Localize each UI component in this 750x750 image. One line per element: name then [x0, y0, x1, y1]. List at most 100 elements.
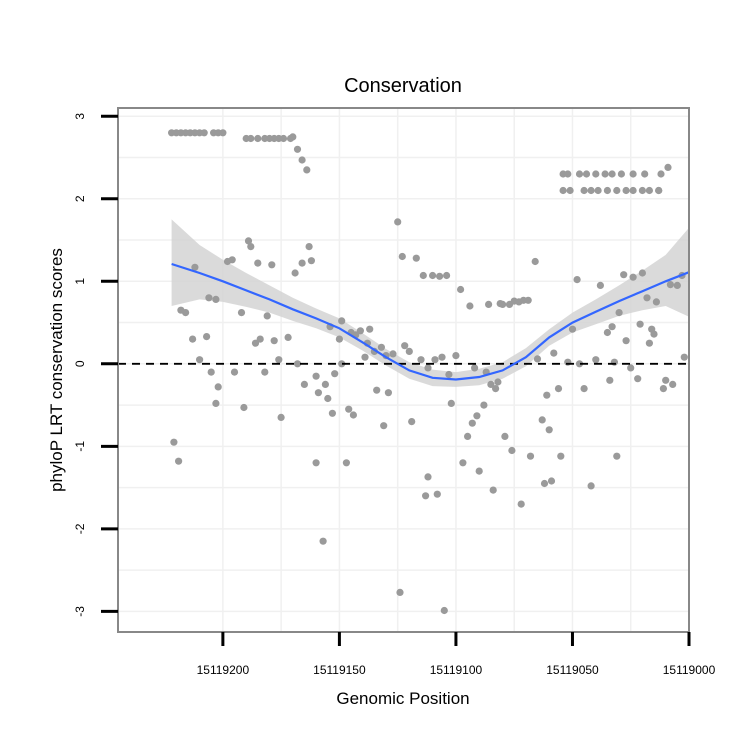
data-point [419, 271, 427, 280]
data-point [554, 385, 563, 393]
data-point [356, 327, 364, 335]
data-point [559, 186, 567, 195]
data-point [228, 256, 236, 264]
data-point [263, 312, 271, 320]
data-point [261, 368, 269, 376]
y-tick-label: 2 [73, 195, 87, 202]
x-tick-label: 15119200 [197, 663, 250, 677]
data-point [422, 492, 430, 500]
data-point [471, 364, 479, 372]
y-axis-label: phyloP LRT conservation scores [47, 248, 66, 492]
data-point [587, 482, 595, 490]
chart-title: Conservation [344, 75, 462, 97]
data-point [338, 360, 346, 368]
data-point [580, 186, 588, 195]
data-point [669, 380, 677, 388]
x-tick-label: 15119000 [663, 663, 716, 677]
data-point [433, 490, 441, 498]
data-point [175, 457, 183, 465]
data-point [629, 170, 637, 178]
y-axis: 3 2 1 0 -1 -2 -3 [73, 113, 118, 617]
scatter-points [168, 129, 688, 615]
data-point [485, 300, 493, 308]
data-point [547, 477, 556, 485]
x-tick-label: 15119150 [313, 663, 366, 677]
data-point [342, 459, 350, 467]
data-point [622, 186, 630, 195]
data-point [566, 186, 574, 195]
data-point [319, 537, 327, 545]
data-point [594, 186, 602, 195]
data-point [613, 186, 621, 195]
data-point [543, 391, 551, 399]
data-point [429, 271, 437, 280]
data-point [492, 385, 500, 393]
data-point [659, 385, 668, 393]
data-point [389, 350, 397, 358]
data-point [189, 335, 197, 343]
data-point [662, 376, 670, 384]
data-point [468, 419, 476, 427]
data-point [608, 170, 616, 178]
data-point [398, 252, 406, 261]
data-point [531, 257, 539, 266]
data-point [526, 452, 535, 460]
data-point [247, 134, 255, 143]
data-point [487, 380, 495, 388]
x-tick-label: 15119100 [430, 663, 483, 677]
data-point [680, 353, 688, 361]
data-point [473, 412, 481, 420]
data-point [445, 370, 453, 379]
data-point [641, 170, 649, 178]
data-point [305, 243, 313, 251]
x-axis: 15119200 15119150 15119100 15119050 15119000 [197, 632, 716, 677]
data-point [629, 186, 637, 195]
data-point [557, 452, 565, 460]
data-point [582, 170, 591, 178]
data-point [603, 186, 612, 195]
data-point [254, 259, 262, 267]
data-point [475, 467, 483, 475]
data-point [401, 342, 409, 350]
y-tick-label: 1 [73, 278, 87, 285]
data-point [349, 411, 357, 419]
data-point [564, 170, 572, 178]
data-point [394, 218, 402, 226]
data-point [405, 347, 413, 355]
data-point [331, 370, 339, 378]
data-point [606, 376, 614, 384]
data-point [540, 479, 549, 488]
data-point [384, 389, 392, 397]
data-point [627, 364, 635, 372]
data-point [501, 432, 509, 440]
data-point [177, 306, 185, 314]
data-point [300, 380, 308, 388]
data-point [212, 399, 220, 407]
smooth-line-layer [171, 262, 690, 381]
data-point [244, 237, 253, 245]
data-point [664, 163, 672, 171]
data-point [251, 339, 260, 347]
data-point [345, 405, 353, 413]
data-point [620, 271, 628, 279]
data-point [480, 401, 488, 409]
data-point [366, 325, 374, 333]
data-point [408, 418, 416, 426]
data-point [270, 337, 278, 345]
data-point [298, 259, 306, 267]
data-point [443, 271, 451, 280]
data-point [380, 422, 388, 430]
data-point [447, 399, 455, 407]
data-point [545, 426, 553, 434]
data-point [634, 375, 642, 383]
x-axis-label: Genomic Position [336, 689, 469, 708]
data-point [587, 186, 595, 195]
data-point [256, 335, 264, 343]
data-point [298, 156, 306, 164]
data-point [293, 145, 302, 153]
data-point [652, 298, 661, 306]
data-point [657, 170, 665, 178]
data-point [424, 364, 432, 372]
data-point [396, 588, 404, 597]
data-point [466, 302, 474, 310]
